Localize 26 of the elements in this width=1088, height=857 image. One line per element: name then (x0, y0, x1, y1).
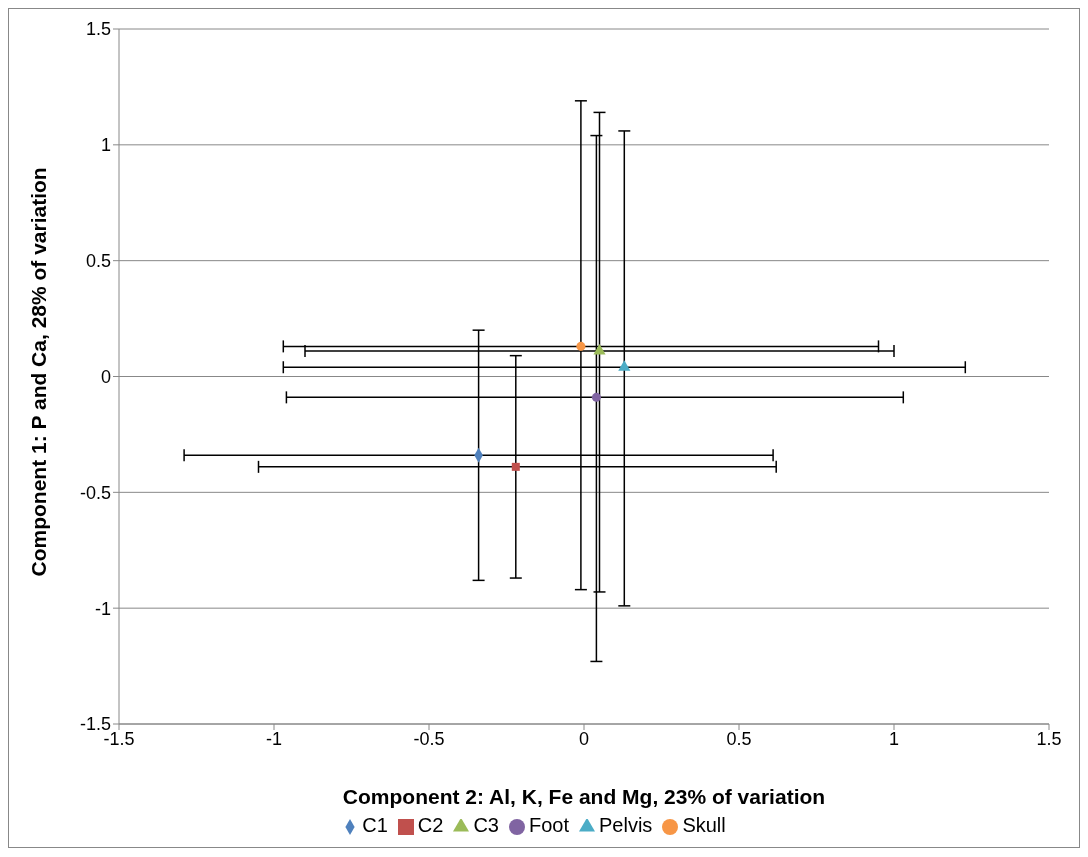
y-tick-label: 1.5 (85, 19, 111, 40)
y-axis-title: Component 1: P and Ca, 28% of variation (27, 167, 51, 577)
x-tick-label: 1 (888, 728, 900, 749)
y-tick-label: -1.5 (79, 714, 111, 735)
y-tick-label: -0.5 (79, 482, 111, 503)
x-tick-label: -0.5 (413, 728, 445, 749)
y-tick-label: 1 (100, 135, 111, 156)
y-tick-label: 0.5 (85, 251, 111, 272)
legend-label: C1 (362, 814, 388, 836)
point (618, 360, 631, 371)
point (593, 344, 606, 355)
x-tick-label: 0 (578, 728, 590, 749)
x-tick-label: 0.5 (726, 728, 752, 749)
point (576, 341, 586, 351)
legend-label: C2 (417, 814, 444, 836)
x-tick-label: 1.5 (1036, 728, 1062, 749)
legend-label: Pelvis (599, 814, 653, 836)
legend-label: C3 (473, 814, 499, 836)
legend-label: Skull (682, 814, 726, 836)
point (511, 462, 520, 471)
x-axis-title: Component 2: Al, K, Fe and Mg, 23% of variation (342, 785, 826, 808)
y-tick-label: -1 (94, 598, 111, 619)
point (591, 392, 601, 402)
legend-label: Foot (528, 814, 570, 836)
y-tick-label: 0 (100, 366, 111, 387)
x-tick-label: -1 (265, 728, 283, 749)
